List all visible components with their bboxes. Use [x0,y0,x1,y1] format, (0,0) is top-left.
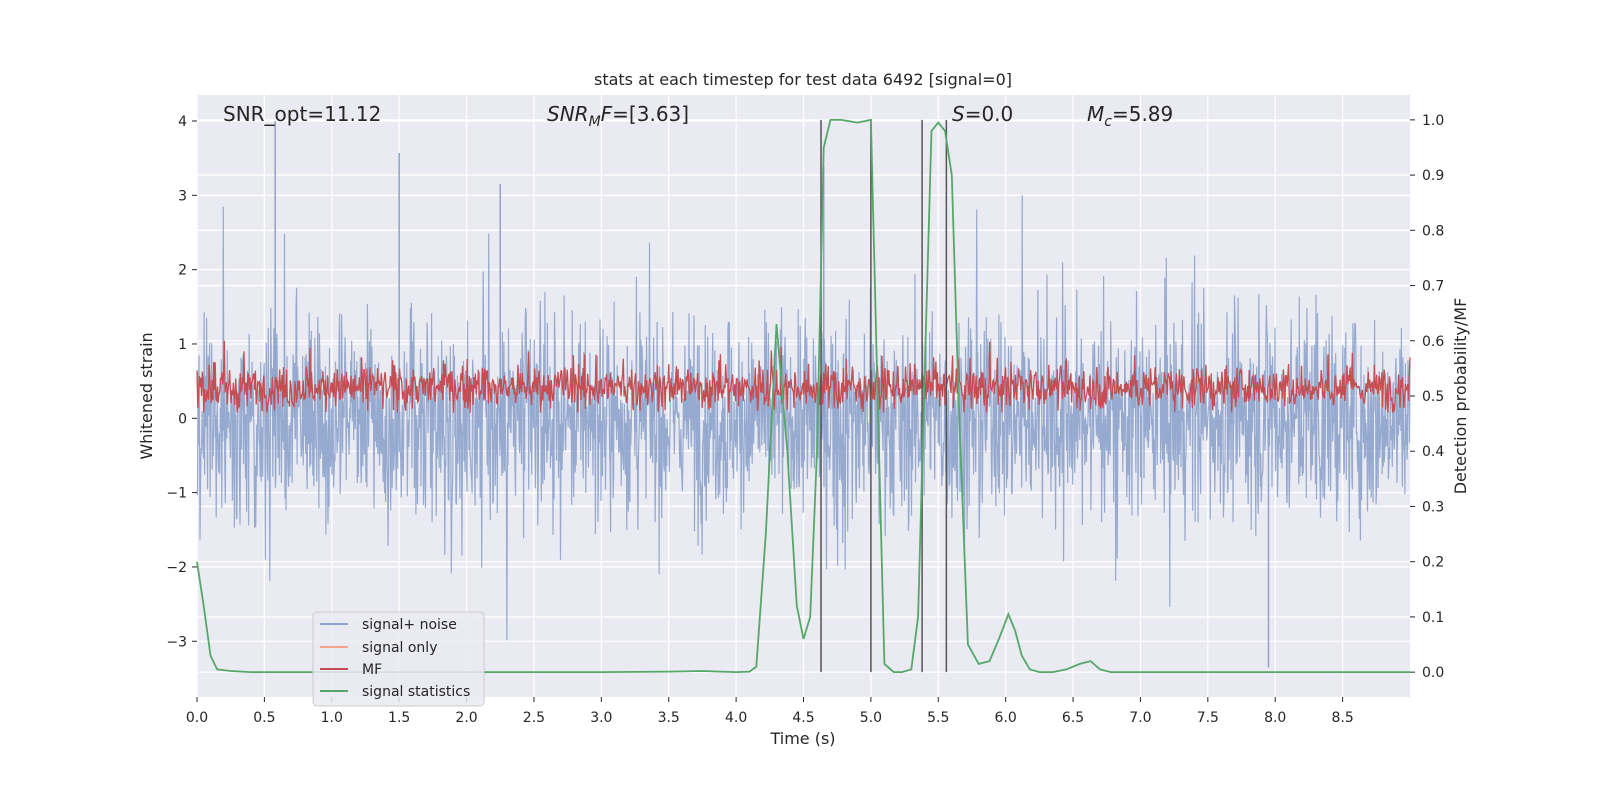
y2-tick-label-8: 0.2 [1422,555,1444,571]
series-mf [196,340,1411,413]
chart-title: stats at each timestep for test data 649… [594,70,1012,89]
snr-mf-symbol: SNR [547,102,589,126]
mc-value: =5.89 [1112,102,1173,126]
x-axis-ticks: 0.0 0.5 1.0 1.5 2.0 2.5 3.0 3.5 4.0 4.5 5.0 5.5 6.0 6… [186,697,1354,726]
y-tick-label-6: −2 [166,560,187,576]
y-tick-label-4: 0 [178,411,187,427]
legend-box [312,611,485,707]
annotation-mc: Mc=5.89 [1087,102,1173,130]
mc-subscript: c [1104,114,1112,130]
legend-label-signal-statistics: signal statistics [362,684,470,700]
snr-mf-symbol-tail: F [601,102,613,126]
x-tick-label-9: 4.5 [792,710,814,726]
x-tick-label-2: 1.0 [321,710,343,726]
legend-label-signal-noise: signal+ noise [362,617,457,633]
x-tick-label-15: 7.5 [1197,710,1219,726]
y2-tick-label-1: 0.9 [1422,168,1444,184]
mf-line [196,340,1411,413]
y-tick-label-5: −1 [166,486,187,502]
y2-axis-ticks: 1.0 0.9 0.8 0.7 0.6 0.5 0.4 0.3 0.2 0.1 0.0 [1410,113,1444,681]
y-axis-ticks: 4 3 2 1 0 −1 −2 −3 [166,114,197,650]
mc-symbol: M [1087,102,1104,126]
snr-mf-value: =[3.63] [612,102,689,126]
x-tick-label-14: 7.0 [1129,710,1151,726]
snr-mf-subscript: M [589,114,601,130]
y2-axis-label: Detection probability/MF [1451,298,1470,495]
vertical-markers [820,119,948,673]
x-tick-label-8: 4.0 [725,710,747,726]
y2-tick-label-5: 0.5 [1422,389,1444,405]
x-tick-label-4: 2.0 [455,710,477,726]
y-tick-label-1: 3 [178,188,187,204]
y2-tick-label-7: 0.3 [1422,499,1444,515]
y-axis-label: Whitened strain [137,332,156,459]
y-tick-label-7: −3 [166,634,187,650]
legend-label-mf: MF [362,662,382,678]
x-tick-label-16: 8.0 [1264,710,1286,726]
annotation-snr-opt: SNR_opt=11.12 [223,102,381,126]
y-tick-label-0: 4 [178,114,187,130]
x-axis-label: Time (s) [769,729,835,748]
y2-tick-label-6: 0.4 [1422,444,1444,460]
annotation-s: S=0.0 [952,102,1013,126]
x-tick-label-7: 3.5 [658,710,680,726]
x-tick-label-11: 5.5 [927,710,949,726]
annotation-snr-mf: SNRMF=[3.63] [547,102,689,130]
x-tick-label-12: 6.0 [995,710,1017,726]
x-tick-label-1: 0.5 [253,710,275,726]
y2-tick-label-9: 0.1 [1422,610,1444,626]
legend-label-signal-only: signal only [362,640,437,656]
y-tick-label-3: 1 [178,337,187,353]
y2-tick-label-4: 0.6 [1422,334,1444,350]
x-tick-label-10: 5.0 [860,710,882,726]
signal-statistics-line [196,118,1410,674]
y2-tick-label-2: 0.8 [1422,223,1444,239]
x-tick-label-3: 1.5 [388,710,410,726]
annotations: SNR_opt=11.12 SNRMF=[3.63] S=0.0 Mc=5.89 [223,102,1173,130]
y2-tick-label-3: 0.7 [1422,279,1444,295]
legend: signal+ noise signal only MF signal stat… [312,611,485,707]
x-tick-label-13: 6.5 [1062,710,1084,726]
y2-tick-label-0: 1.0 [1422,113,1444,129]
x-tick-label-6: 3.0 [590,710,612,726]
series-signal-statistics [196,118,1410,674]
y-tick-label-2: 2 [178,263,187,279]
s-value: =0.0 [965,102,1014,126]
x-tick-label-17: 8.5 [1331,710,1353,726]
y2-tick-label-10: 0.0 [1422,665,1444,681]
signal-noise-line [196,195,1411,641]
x-tick-label-5: 2.5 [523,710,545,726]
s-symbol: S [952,102,965,126]
x-tick-label-0: 0.0 [186,710,208,726]
